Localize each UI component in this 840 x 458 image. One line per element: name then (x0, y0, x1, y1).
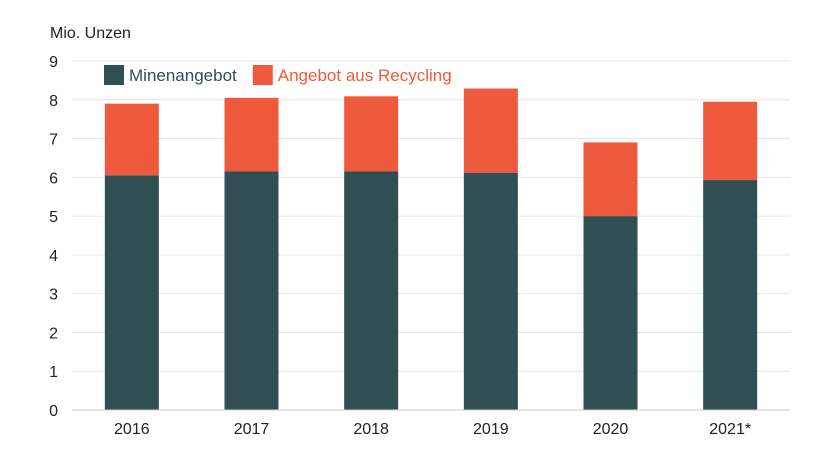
x-tick-label: 2017 (234, 421, 270, 438)
x-axis-ticks: 2016 2017 2018 2019 2020 2021* (114, 421, 751, 438)
bar-segment (463, 172, 518, 410)
y-tick-label: 9 (49, 54, 58, 71)
y-tick-label: 8 (49, 93, 58, 110)
y-tick-label: 0 (49, 403, 58, 420)
bar-segment (104, 175, 159, 410)
bars (104, 88, 758, 410)
legend-label: Minenangebot (129, 66, 237, 85)
y-tick-label: 7 (49, 132, 58, 149)
y-tick-label: 4 (49, 248, 58, 265)
x-tick-label: 2021* (709, 421, 751, 438)
gridlines (72, 60, 790, 372)
bar-segment (224, 171, 279, 410)
y-tick-label: 5 (49, 209, 58, 226)
x-tick-label: 2018 (353, 421, 389, 438)
y-tick-label: 2 (49, 325, 58, 342)
legend-swatch (252, 65, 273, 85)
x-tick-label: 2016 (114, 421, 150, 438)
y-tick-label: 3 (49, 287, 58, 304)
x-tick-label: 2020 (593, 421, 629, 438)
y-axis-label: Mio. Unzen (50, 25, 131, 42)
legend-label: Angebot aus Recycling (278, 66, 452, 85)
bar-segment (344, 96, 399, 172)
y-tick-label: 6 (49, 170, 58, 187)
y-tick-label: 1 (49, 364, 58, 381)
bar-segment (583, 216, 638, 410)
y-axis-ticks: 0 1 2 3 4 5 6 7 8 9 (49, 54, 58, 420)
bar-segment (344, 171, 399, 410)
legend-swatch (104, 65, 124, 85)
bar-segment (224, 97, 279, 172)
x-tick-label: 2019 (473, 421, 509, 438)
legend: Minenangebot Angebot aus Recycling (104, 65, 452, 85)
bar-segment (104, 103, 159, 176)
bar-segment (463, 88, 518, 173)
bar-segment (703, 180, 758, 410)
bar-segment (703, 101, 758, 181)
bar-segment (583, 142, 638, 217)
